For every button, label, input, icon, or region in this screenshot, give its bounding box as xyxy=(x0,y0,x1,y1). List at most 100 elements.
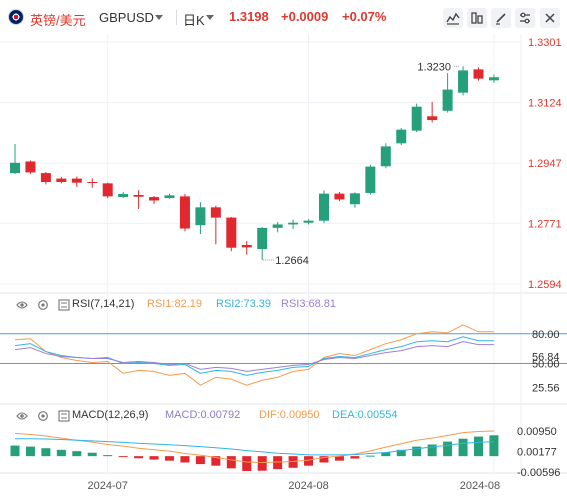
macd-histogram-bar xyxy=(87,452,97,457)
candle-body[interactable] xyxy=(25,161,36,173)
last-price: 1.3198 xyxy=(229,9,269,24)
price-change-pct: +0.07% xyxy=(342,9,387,24)
macd-histogram-bar xyxy=(195,456,205,465)
macd-settings-icon[interactable] xyxy=(37,409,49,421)
macd-y-tick-label: 0.00177 xyxy=(517,446,557,458)
hide-macd-icon[interactable] xyxy=(16,409,28,421)
y-tick-label: 1.3301 xyxy=(528,37,562,49)
macd-histogram-bar xyxy=(149,456,159,460)
macd-histogram-bar xyxy=(334,456,344,461)
candle-body[interactable] xyxy=(226,217,237,248)
candle-body[interactable] xyxy=(365,166,376,193)
compare-icon[interactable] xyxy=(467,8,487,28)
rsi-title[interactable]: RSI(7,14,21) xyxy=(72,298,135,310)
candle-body[interactable] xyxy=(473,69,484,79)
pair-code[interactable]: GBPUSD xyxy=(99,10,154,25)
macd-histogram-bar xyxy=(226,456,236,469)
quote-header: 英镑/美元 GBPUSD 日K 1.3198 +0.0009 +0.07% xyxy=(0,0,567,34)
candle-body[interactable] xyxy=(458,70,469,93)
macd-histogram-bar xyxy=(242,456,252,471)
candle-body[interactable] xyxy=(102,183,113,197)
dif-line xyxy=(14,430,494,464)
macd-edit-icon[interactable] xyxy=(58,409,70,422)
macd-histogram-bar xyxy=(412,446,422,457)
candle-body[interactable] xyxy=(334,193,345,200)
macd-histogram-bar xyxy=(304,456,314,466)
candle-body[interactable] xyxy=(133,195,144,197)
draw-icon[interactable] xyxy=(491,8,511,28)
candle-body[interactable] xyxy=(118,193,129,198)
candle-body[interactable] xyxy=(349,193,360,205)
rsi-y-tick-label: 25.56 xyxy=(532,383,560,395)
hide-rsi-icon[interactable] xyxy=(16,298,28,310)
candle-body[interactable] xyxy=(288,222,299,225)
macd-histogram-bar xyxy=(134,456,144,459)
macd-histogram-bar xyxy=(103,455,113,457)
macd-histogram-bar xyxy=(427,444,437,457)
macd-histogram-bar xyxy=(288,456,298,468)
macd-y-tick-label: 0.00950 xyxy=(517,426,557,438)
macd-histogram-bar xyxy=(489,435,499,457)
candle-body[interactable] xyxy=(195,207,206,226)
candle-body[interactable] xyxy=(40,173,51,182)
candle-body[interactable] xyxy=(179,196,190,229)
macd-histogram-bar xyxy=(180,456,190,463)
candle-body[interactable] xyxy=(319,193,329,221)
candle-body[interactable] xyxy=(411,106,422,131)
x-tick-label: 2024-08 xyxy=(460,480,500,492)
macd-histogram-bar xyxy=(458,438,468,457)
macd-histogram-bar xyxy=(350,456,360,459)
macd-histogram-bar xyxy=(56,449,66,457)
dif-label: DIF:0.00950 xyxy=(259,409,320,421)
period-dropdown-icon[interactable] xyxy=(206,15,214,20)
macd-histogram-bar xyxy=(211,456,221,466)
x-tick-label: 2024-07 xyxy=(88,480,128,492)
candle-body[interactable] xyxy=(272,224,283,228)
y-tick-label: 1.3124 xyxy=(528,98,562,110)
candle-body[interactable] xyxy=(87,181,98,183)
candle-body[interactable] xyxy=(210,207,221,218)
rsi2-label: RSI2:73.39 xyxy=(216,298,272,310)
y-tick-label: 1.2771 xyxy=(528,218,562,230)
macd-histogram-bar xyxy=(319,456,329,463)
macd-histogram-bar xyxy=(25,446,35,457)
indicator-icon[interactable] xyxy=(443,8,463,28)
rsi1-label: RSI1:82.19 xyxy=(147,298,203,310)
macd-histogram-bar xyxy=(165,456,174,461)
settings-icon[interactable] xyxy=(515,8,535,28)
pair-name[interactable]: 英镑/美元 xyxy=(30,13,86,28)
candle-body[interactable] xyxy=(56,178,67,182)
macd-y-tick-label: -0.00596 xyxy=(517,467,560,479)
macd-histogram-bar xyxy=(474,436,483,457)
macd-histogram-bar xyxy=(118,456,128,458)
period-selector[interactable]: 日K xyxy=(183,13,205,28)
uk-flag-icon xyxy=(8,9,24,25)
symbol-dropdown-icon[interactable] xyxy=(155,15,163,20)
rsi-edit-icon[interactable] xyxy=(58,298,70,311)
macd-histogram-bar xyxy=(443,441,453,457)
candle-body[interactable] xyxy=(427,116,438,121)
dea-label: DEA:0.00554 xyxy=(332,409,398,421)
candle-body[interactable] xyxy=(149,197,160,201)
rsi-line-3 xyxy=(14,341,494,372)
macd-histogram-bar xyxy=(381,452,391,457)
candle-body[interactable] xyxy=(380,146,391,167)
x-tick-label: 2024-08 xyxy=(288,480,328,492)
candle-body[interactable] xyxy=(10,162,20,174)
candle-body[interactable] xyxy=(241,244,252,248)
candle-body[interactable] xyxy=(396,129,407,144)
rsi-settings-icon[interactable] xyxy=(37,298,49,310)
candle-body[interactable] xyxy=(442,89,453,111)
close-icon[interactable] xyxy=(540,8,560,28)
rsi-reference-label: 50.00 xyxy=(532,358,560,370)
macd-title[interactable]: MACD(12,26,9) xyxy=(72,409,149,421)
high-annotation: 1.3230 xyxy=(417,61,451,73)
candle-body[interactable] xyxy=(164,195,175,199)
macd-histogram-bar xyxy=(10,445,20,457)
rsi3-label: RSI3:68.81 xyxy=(281,298,337,310)
candle-body[interactable] xyxy=(257,227,268,250)
candle-body[interactable] xyxy=(488,77,499,81)
candle-body[interactable] xyxy=(71,178,82,183)
candle-body[interactable] xyxy=(303,220,314,223)
